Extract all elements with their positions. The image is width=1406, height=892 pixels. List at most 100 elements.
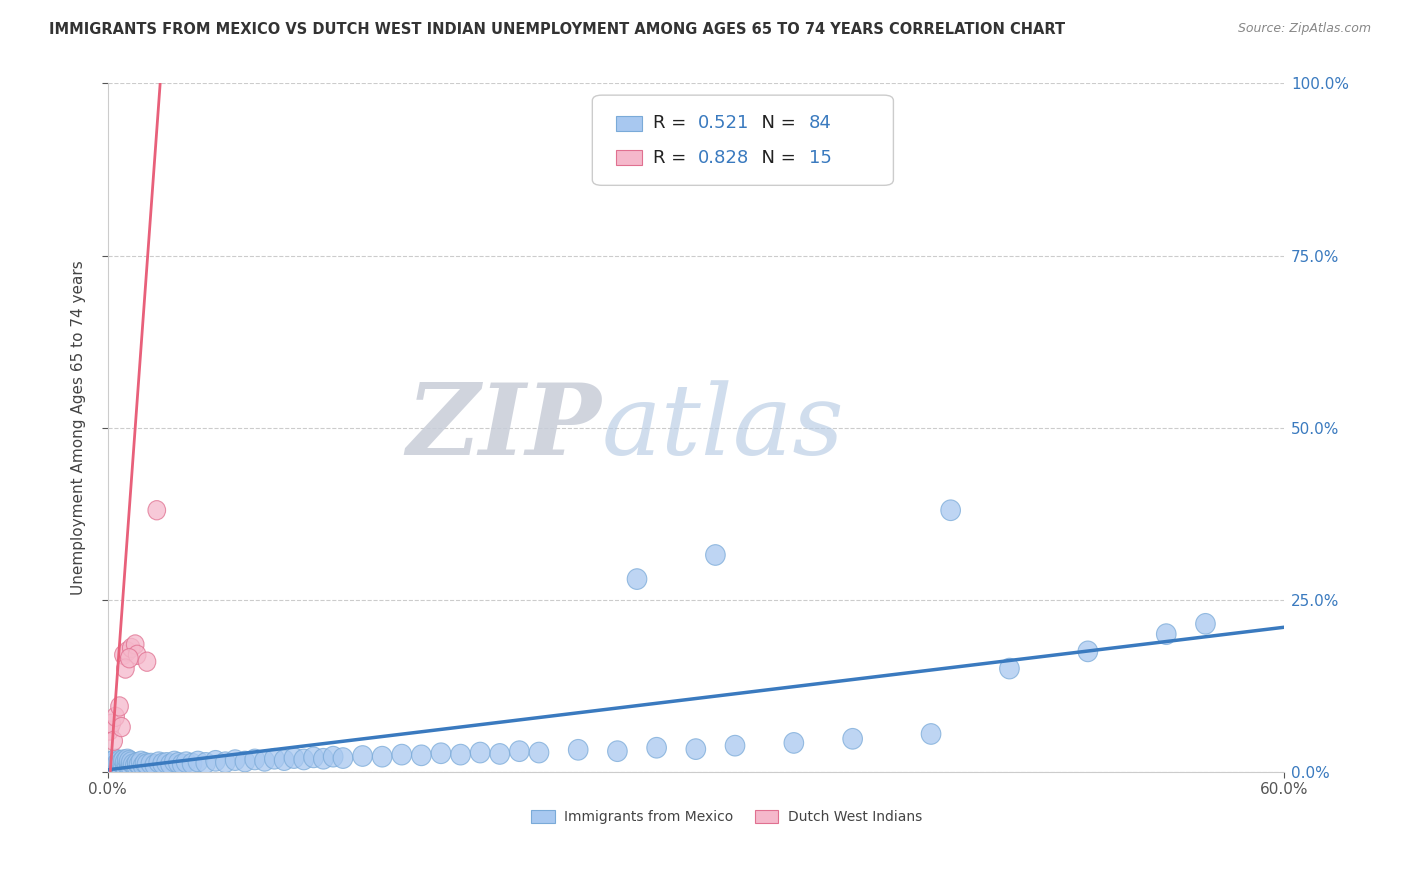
Text: Immigrants from Mexico: Immigrants from Mexico — [564, 810, 734, 823]
Ellipse shape — [103, 714, 121, 733]
Ellipse shape — [627, 569, 647, 590]
Ellipse shape — [471, 742, 491, 763]
Ellipse shape — [451, 744, 471, 765]
Ellipse shape — [110, 756, 129, 777]
Ellipse shape — [115, 751, 135, 772]
Bar — [755, 810, 778, 823]
Ellipse shape — [138, 754, 157, 774]
Ellipse shape — [110, 750, 129, 772]
Ellipse shape — [121, 648, 138, 668]
Ellipse shape — [245, 749, 264, 770]
Ellipse shape — [101, 751, 121, 772]
Ellipse shape — [176, 752, 195, 772]
Ellipse shape — [105, 749, 125, 770]
Ellipse shape — [112, 717, 131, 737]
Ellipse shape — [105, 755, 125, 775]
Ellipse shape — [115, 756, 135, 777]
Ellipse shape — [284, 747, 304, 768]
Ellipse shape — [118, 641, 136, 661]
Ellipse shape — [205, 750, 225, 772]
Text: atlas: atlas — [602, 380, 845, 475]
Ellipse shape — [607, 741, 627, 762]
Text: 84: 84 — [808, 114, 831, 132]
Text: R =: R = — [654, 114, 693, 132]
Ellipse shape — [1157, 624, 1175, 645]
Ellipse shape — [101, 721, 118, 740]
Ellipse shape — [785, 732, 804, 753]
Y-axis label: Unemployment Among Ages 65 to 74 years: Unemployment Among Ages 65 to 74 years — [72, 260, 86, 595]
Text: N =: N = — [749, 114, 801, 132]
Ellipse shape — [100, 755, 120, 775]
Ellipse shape — [568, 739, 588, 760]
Ellipse shape — [157, 753, 176, 773]
Text: ZIP: ZIP — [406, 379, 602, 476]
Ellipse shape — [353, 746, 373, 766]
Ellipse shape — [941, 500, 960, 521]
Text: R =: R = — [654, 149, 693, 167]
Text: IMMIGRANTS FROM MEXICO VS DUTCH WEST INDIAN UNEMPLOYMENT AMONG AGES 65 TO 74 YEA: IMMIGRANTS FROM MEXICO VS DUTCH WEST IND… — [49, 22, 1066, 37]
Bar — [616, 150, 641, 165]
Ellipse shape — [165, 751, 184, 772]
Ellipse shape — [169, 753, 188, 773]
Ellipse shape — [921, 723, 941, 744]
Ellipse shape — [491, 744, 509, 764]
Ellipse shape — [647, 738, 666, 758]
Ellipse shape — [145, 755, 165, 775]
Ellipse shape — [706, 545, 725, 566]
Ellipse shape — [160, 754, 180, 774]
Ellipse shape — [122, 639, 141, 657]
Ellipse shape — [333, 747, 353, 768]
Text: 15: 15 — [808, 149, 831, 167]
Ellipse shape — [254, 750, 274, 772]
Text: N =: N = — [749, 149, 801, 167]
Ellipse shape — [129, 754, 149, 774]
Ellipse shape — [412, 745, 432, 765]
Text: 0.521: 0.521 — [699, 114, 749, 132]
Ellipse shape — [149, 752, 169, 772]
Ellipse shape — [148, 500, 166, 520]
Ellipse shape — [725, 735, 745, 756]
Ellipse shape — [128, 756, 148, 777]
Ellipse shape — [1078, 641, 1098, 662]
Ellipse shape — [104, 753, 124, 774]
Ellipse shape — [509, 741, 529, 762]
Ellipse shape — [117, 659, 134, 678]
Ellipse shape — [120, 750, 139, 772]
FancyBboxPatch shape — [592, 95, 893, 186]
Ellipse shape — [118, 755, 138, 775]
Text: Dutch West Indians: Dutch West Indians — [787, 810, 922, 823]
Bar — [616, 116, 641, 131]
Ellipse shape — [314, 748, 333, 769]
Ellipse shape — [215, 752, 235, 772]
Ellipse shape — [111, 757, 131, 778]
Ellipse shape — [323, 747, 343, 767]
Ellipse shape — [111, 752, 131, 772]
Ellipse shape — [153, 753, 173, 774]
Ellipse shape — [173, 754, 193, 774]
Bar — [531, 810, 555, 823]
Ellipse shape — [131, 751, 150, 772]
Ellipse shape — [304, 747, 323, 768]
Ellipse shape — [1000, 658, 1019, 679]
Ellipse shape — [373, 747, 392, 767]
Ellipse shape — [183, 753, 202, 774]
Ellipse shape — [1195, 614, 1215, 634]
Ellipse shape — [121, 752, 141, 772]
Ellipse shape — [104, 758, 124, 779]
Ellipse shape — [114, 750, 134, 771]
Ellipse shape — [842, 729, 862, 749]
Ellipse shape — [195, 753, 215, 773]
Ellipse shape — [127, 635, 143, 654]
Ellipse shape — [392, 744, 412, 765]
Ellipse shape — [125, 756, 145, 776]
Ellipse shape — [121, 757, 141, 778]
Ellipse shape — [120, 756, 139, 777]
Ellipse shape — [124, 754, 143, 774]
Text: Source: ZipAtlas.com: Source: ZipAtlas.com — [1237, 22, 1371, 36]
Ellipse shape — [686, 739, 706, 759]
Ellipse shape — [107, 707, 124, 726]
Ellipse shape — [128, 645, 146, 665]
Ellipse shape — [108, 753, 128, 773]
Ellipse shape — [135, 753, 155, 773]
Ellipse shape — [188, 751, 208, 772]
